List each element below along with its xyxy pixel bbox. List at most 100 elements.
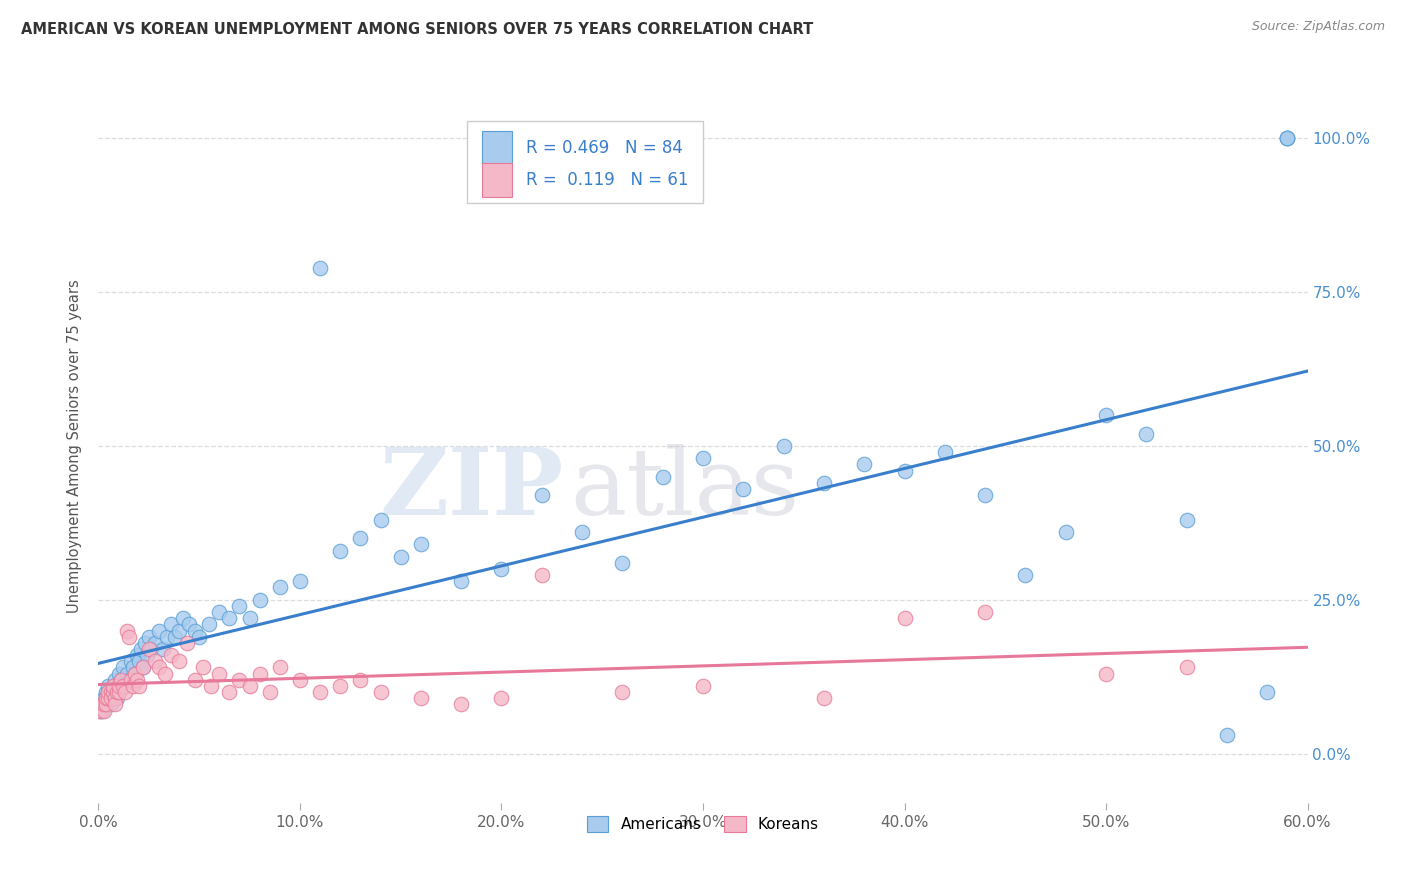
Point <box>125 648 148 662</box>
Point <box>450 574 472 589</box>
Point <box>118 630 141 644</box>
FancyBboxPatch shape <box>482 131 512 166</box>
Point <box>128 654 150 668</box>
Point <box>184 624 207 638</box>
Point <box>107 679 129 693</box>
Point <box>96 685 118 699</box>
Point <box>121 679 143 693</box>
Point <box>160 648 183 662</box>
Point <box>100 698 122 712</box>
Point <box>893 464 915 478</box>
Point <box>409 691 432 706</box>
FancyBboxPatch shape <box>482 162 512 197</box>
Point <box>349 673 371 687</box>
Point <box>208 605 231 619</box>
Point <box>288 673 311 687</box>
Point <box>96 698 118 712</box>
Point <box>138 642 160 657</box>
Point <box>114 679 136 693</box>
Point <box>93 698 115 712</box>
Point <box>156 630 179 644</box>
Point <box>491 562 513 576</box>
Point <box>651 469 673 483</box>
Point <box>107 666 129 681</box>
Point <box>1175 660 1198 674</box>
Point <box>200 679 222 693</box>
Point <box>91 698 114 712</box>
Point <box>163 630 186 644</box>
Point <box>118 673 141 687</box>
Point <box>121 660 143 674</box>
Point <box>934 445 956 459</box>
Text: Source: ZipAtlas.com: Source: ZipAtlas.com <box>1251 20 1385 33</box>
Point <box>132 660 155 674</box>
Point <box>103 685 125 699</box>
Point <box>772 439 794 453</box>
Point <box>530 488 553 502</box>
Point <box>103 698 125 712</box>
Point <box>179 617 201 632</box>
Point <box>167 624 190 638</box>
Point <box>96 691 118 706</box>
Point <box>1175 513 1198 527</box>
Point <box>105 691 128 706</box>
Point <box>110 673 132 687</box>
FancyBboxPatch shape <box>467 121 703 203</box>
Point <box>97 691 120 706</box>
Point <box>309 685 332 699</box>
Point <box>93 698 115 712</box>
Point <box>93 691 115 706</box>
Point <box>139 642 162 657</box>
Point <box>129 642 152 657</box>
Point <box>389 549 412 564</box>
Point <box>370 685 392 699</box>
Point <box>115 666 138 681</box>
Point <box>733 482 755 496</box>
Point <box>89 704 111 718</box>
Point <box>91 698 114 712</box>
Point <box>148 660 170 674</box>
Point <box>571 525 593 540</box>
Point <box>101 685 124 699</box>
Point <box>370 513 392 527</box>
Point <box>1054 525 1077 540</box>
Point <box>105 685 128 699</box>
Point <box>143 636 166 650</box>
Point <box>110 673 132 687</box>
Point <box>153 666 176 681</box>
Point <box>111 679 134 693</box>
Point <box>103 673 125 687</box>
Point <box>530 568 553 582</box>
Point <box>107 685 129 699</box>
Point <box>115 624 138 638</box>
Point <box>188 630 211 644</box>
Point <box>228 673 250 687</box>
Point <box>114 685 136 699</box>
Text: ZIP: ZIP <box>380 444 564 533</box>
Point <box>101 685 124 699</box>
Point <box>138 630 160 644</box>
Point <box>309 260 332 275</box>
Point <box>1135 426 1157 441</box>
Point <box>1014 568 1036 582</box>
Point <box>128 679 150 693</box>
Point <box>120 673 142 687</box>
Point <box>167 654 190 668</box>
Point <box>160 617 183 632</box>
Y-axis label: Unemployment Among Seniors over 75 years: Unemployment Among Seniors over 75 years <box>67 279 83 613</box>
Point <box>124 666 146 681</box>
Point <box>269 581 291 595</box>
Point <box>218 685 240 699</box>
Point <box>349 531 371 545</box>
Point <box>249 666 271 681</box>
Text: atlas: atlas <box>569 444 799 533</box>
Point <box>1216 728 1239 742</box>
Point <box>134 636 156 650</box>
Point <box>1277 131 1299 145</box>
Point <box>125 673 148 687</box>
Point <box>1256 685 1278 699</box>
Point <box>124 666 146 681</box>
Point <box>612 685 634 699</box>
Point <box>288 574 311 589</box>
Point <box>228 599 250 613</box>
